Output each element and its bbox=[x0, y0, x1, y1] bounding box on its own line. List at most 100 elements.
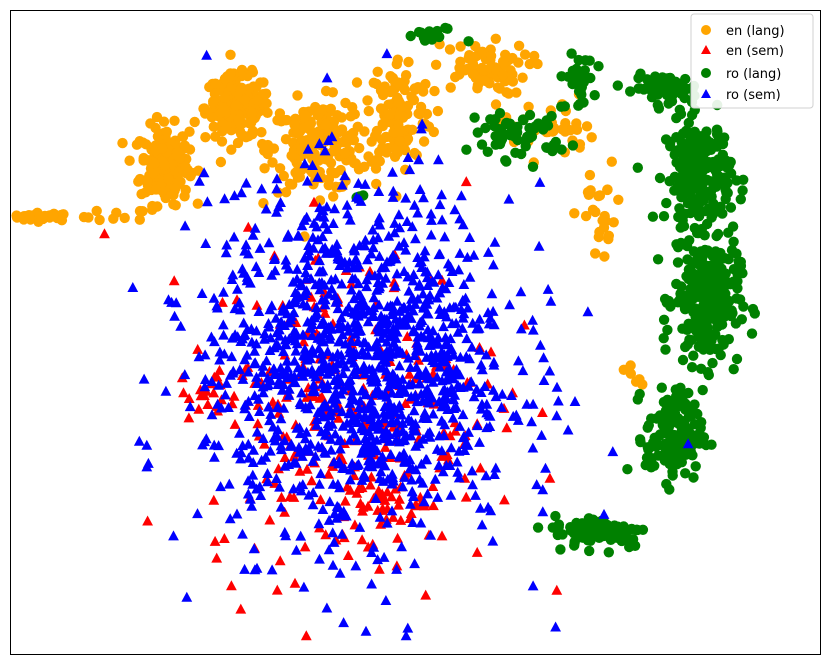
point-ro-sem bbox=[271, 206, 282, 217]
point-ro-sem bbox=[348, 293, 360, 304]
point-en-lang bbox=[351, 77, 363, 88]
point-en-lang bbox=[603, 230, 614, 241]
point-ro-sem bbox=[467, 479, 478, 490]
point-ro-lang bbox=[541, 142, 552, 153]
point-ro-sem bbox=[239, 403, 251, 414]
point-ro-sem bbox=[240, 177, 252, 188]
point-ro-sem bbox=[538, 375, 550, 385]
point-ro-sem bbox=[280, 259, 292, 270]
point-ro-sem bbox=[386, 309, 398, 320]
point-ro-sem bbox=[356, 447, 367, 458]
point-ro-sem bbox=[607, 446, 619, 457]
point-en-sem bbox=[214, 364, 225, 375]
point-ro-sem bbox=[239, 354, 251, 365]
point-ro-lang bbox=[668, 81, 679, 92]
point-en-sem bbox=[428, 500, 439, 511]
point-ro-sem bbox=[398, 266, 410, 276]
point-ro-lang bbox=[634, 388, 645, 400]
point-ro-sem bbox=[215, 481, 226, 492]
point-ro-sem bbox=[434, 287, 446, 298]
point-ro-sem bbox=[214, 354, 225, 365]
point-ro-lang bbox=[707, 357, 718, 369]
point-ro-sem bbox=[248, 543, 260, 554]
point-ro-sem bbox=[427, 325, 439, 336]
point-ro-sem bbox=[397, 481, 409, 492]
point-ro-sem bbox=[279, 339, 291, 350]
point-ro-sem bbox=[237, 528, 248, 539]
point-en-sem bbox=[198, 390, 210, 400]
point-en-sem bbox=[379, 494, 391, 505]
point-ro-lang bbox=[707, 269, 718, 281]
point-ro-sem bbox=[394, 360, 405, 371]
point-ro-sem bbox=[417, 395, 429, 406]
point-en-lang bbox=[400, 70, 412, 81]
point-ro-lang bbox=[683, 117, 694, 129]
point-ro-sem bbox=[308, 379, 319, 390]
point-ro-sem bbox=[347, 385, 359, 396]
point-ro-sem bbox=[268, 342, 280, 353]
point-ro-sem bbox=[228, 231, 240, 242]
point-ro-sem bbox=[219, 389, 231, 400]
point-ro-lang bbox=[591, 520, 603, 531]
point-ro-lang bbox=[654, 172, 666, 184]
point-en-sem bbox=[308, 196, 320, 207]
legend-item-en-lang: en (lang) bbox=[701, 24, 785, 39]
point-ro-lang bbox=[674, 162, 686, 173]
point-ro-sem bbox=[527, 314, 538, 325]
point-ro-sem bbox=[361, 281, 372, 292]
point-ro-sem bbox=[472, 323, 484, 334]
legend-label-en-sem: en (sem) bbox=[726, 44, 784, 59]
point-ro-sem bbox=[239, 563, 250, 574]
point-ro-sem bbox=[317, 231, 328, 242]
point-en-lang bbox=[170, 200, 181, 211]
point-ro-sem bbox=[454, 213, 466, 224]
point-ro-lang bbox=[718, 305, 729, 316]
point-ro-sem bbox=[463, 380, 474, 391]
point-en-lang bbox=[299, 122, 310, 133]
point-ro-sem bbox=[466, 341, 478, 352]
point-en-lang bbox=[392, 54, 403, 65]
point-ro-sem bbox=[297, 479, 309, 490]
point-ro-sem bbox=[285, 438, 297, 449]
point-ro-sem bbox=[375, 466, 387, 477]
point-en-lang bbox=[376, 134, 388, 145]
point-ro-sem bbox=[441, 311, 452, 322]
point-ro-lang bbox=[632, 162, 643, 173]
point-ro-sem bbox=[510, 409, 522, 420]
point-ro-sem bbox=[380, 356, 391, 367]
point-ro-lang bbox=[480, 122, 491, 134]
point-ro-lang bbox=[688, 472, 699, 483]
point-ro-sem bbox=[196, 288, 208, 298]
point-ro-sem bbox=[466, 465, 478, 476]
point-ro-sem bbox=[353, 278, 364, 289]
point-ro-sem bbox=[517, 365, 529, 376]
point-ro-sem bbox=[291, 263, 303, 274]
point-en-sem bbox=[475, 462, 486, 473]
point-ro-lang bbox=[677, 215, 688, 226]
point-ro-sem bbox=[413, 154, 425, 165]
point-ro-sem bbox=[400, 630, 412, 641]
point-ro-sem bbox=[449, 204, 461, 215]
point-en-sem bbox=[300, 630, 312, 641]
point-ro-sem bbox=[287, 276, 299, 287]
point-en-lang bbox=[208, 96, 219, 107]
point-en-lang bbox=[519, 49, 531, 60]
point-ro-lang bbox=[672, 297, 684, 308]
point-en-lang bbox=[370, 163, 382, 174]
point-en-lang bbox=[455, 56, 466, 67]
point-ro-sem bbox=[402, 622, 414, 633]
point-ro-sem bbox=[387, 249, 399, 260]
point-ro-sem bbox=[378, 327, 390, 338]
point-ro-sem bbox=[483, 246, 494, 257]
point-ro-sem bbox=[377, 451, 388, 461]
point-ro-lang bbox=[685, 180, 696, 191]
point-ro-sem bbox=[373, 186, 385, 196]
point-ro-sem bbox=[314, 478, 325, 489]
point-ro-lang bbox=[680, 468, 691, 479]
point-ro-sem bbox=[235, 336, 247, 346]
point-ro-sem bbox=[356, 474, 368, 485]
point-ro-lang bbox=[611, 531, 622, 542]
point-en-sem bbox=[401, 331, 413, 341]
point-ro-sem bbox=[513, 355, 524, 366]
point-ro-lang bbox=[583, 527, 594, 538]
